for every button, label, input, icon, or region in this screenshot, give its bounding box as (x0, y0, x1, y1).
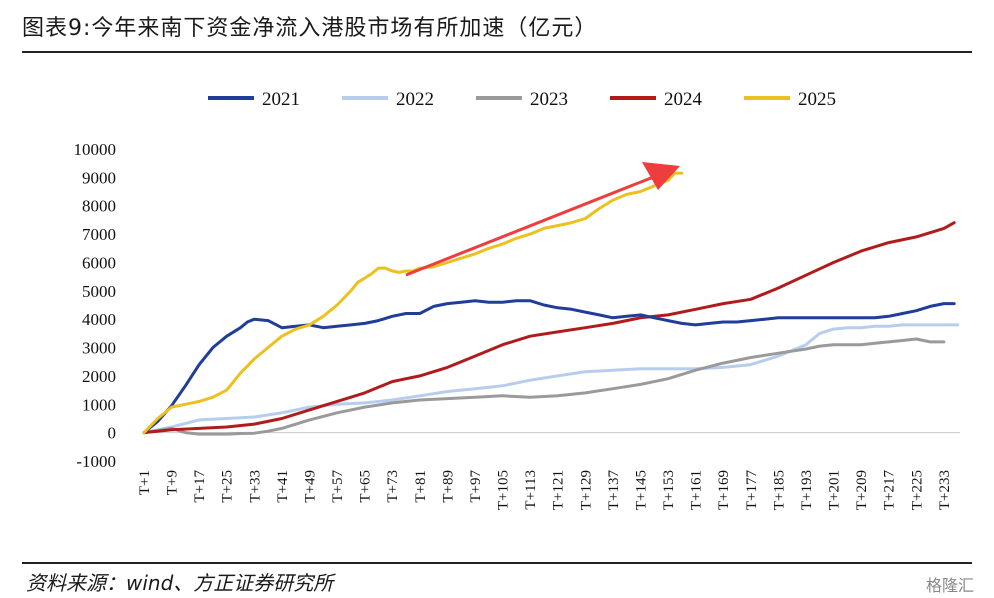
source-note: 资料来源：wind、方正证券研究所 (26, 571, 334, 595)
y-tick-label: 6000 (82, 253, 116, 272)
legend-label-2021: 2021 (262, 89, 300, 110)
x-tick-label: T+25 (220, 470, 236, 503)
x-tick-label: T+209 (854, 470, 870, 510)
legend-label-2024: 2024 (664, 89, 703, 110)
series-lines (142, 171, 960, 436)
x-tick-label: T+41 (275, 470, 291, 503)
legend-label-2022: 2022 (396, 89, 434, 110)
y-axis: -1000 0 1000 2000 3000 4000 5000 6000 7000 8000 90… (74, 140, 960, 471)
x-tick-label: T+9 (165, 470, 181, 495)
y-tick-label: 10000 (74, 140, 117, 159)
y-tick-label: 9000 (82, 168, 116, 187)
x-tick-label: T+169 (716, 470, 732, 510)
y-tick-label: 3000 (82, 339, 116, 358)
x-tick-label: T+185 (771, 470, 787, 510)
x-tick-label: T+113 (523, 470, 539, 510)
x-tick-label: T+121 (551, 470, 567, 510)
y-tick-label: 5000 (82, 282, 116, 301)
y-tick-label: 2000 (82, 367, 116, 386)
legend-label-2023: 2023 (530, 89, 568, 110)
series-line-2025 (142, 171, 684, 435)
x-tick-label: T+65 (358, 470, 374, 503)
x-tick-label: T+161 (689, 470, 705, 510)
trend-arrow (405, 162, 680, 277)
x-tick-label: T+81 (413, 470, 429, 503)
trend-arrow-shaft (405, 174, 657, 277)
x-tick-label: T+97 (468, 470, 484, 503)
chart-title: 图表9:今年来南下资金净流入港股市场有所加速（亿元） (22, 16, 598, 41)
top-divider (22, 51, 972, 53)
trend-arrow-head (642, 162, 680, 190)
x-tick-label: T+89 (440, 470, 456, 503)
y-tick-label: -1000 (76, 452, 116, 471)
x-tick-label: T+33 (247, 470, 263, 503)
x-tick-label: T+57 (330, 470, 346, 503)
x-tick-label: T+49 (302, 470, 318, 503)
series-line-2023 (142, 337, 946, 436)
y-tick-label: 8000 (82, 197, 116, 216)
legend-label-2025: 2025 (798, 89, 836, 110)
x-tick-label: T+129 (578, 470, 594, 510)
bottom-divider (22, 562, 972, 564)
x-tick-label: T+17 (192, 470, 208, 503)
x-tick-label: T+145 (633, 470, 649, 510)
x-tick-label: T+217 (882, 470, 898, 511)
x-tick-label: T+233 (937, 470, 953, 510)
x-tick-label: T+201 (827, 470, 843, 510)
x-tick-label: T+1 (137, 470, 153, 495)
x-tick-label: T+225 (909, 470, 925, 510)
legend: 2021 2022 2023 2024 2025 (208, 89, 836, 110)
series-line-2022 (142, 323, 960, 435)
watermark: 格隆汇 (925, 576, 974, 595)
x-tick-label: T+137 (606, 470, 622, 511)
x-tick-label: T+193 (799, 470, 815, 510)
x-tick-label: T+153 (661, 470, 677, 510)
y-tick-label: 0 (108, 424, 117, 443)
x-tick-label: T+105 (496, 470, 512, 510)
series-line-2024 (142, 221, 956, 435)
x-axis: T+1 T+9 T+17 T+25 T+33 T+41 T+49 T+57 T+65 T+73 T+… (137, 470, 953, 511)
y-tick-label: 1000 (82, 395, 116, 414)
y-tick-label: 4000 (82, 310, 116, 329)
y-tick-label: 7000 (82, 225, 116, 244)
series-line-2021 (142, 299, 956, 435)
x-tick-label: T+177 (744, 470, 760, 511)
x-tick-label: T+73 (385, 470, 401, 503)
